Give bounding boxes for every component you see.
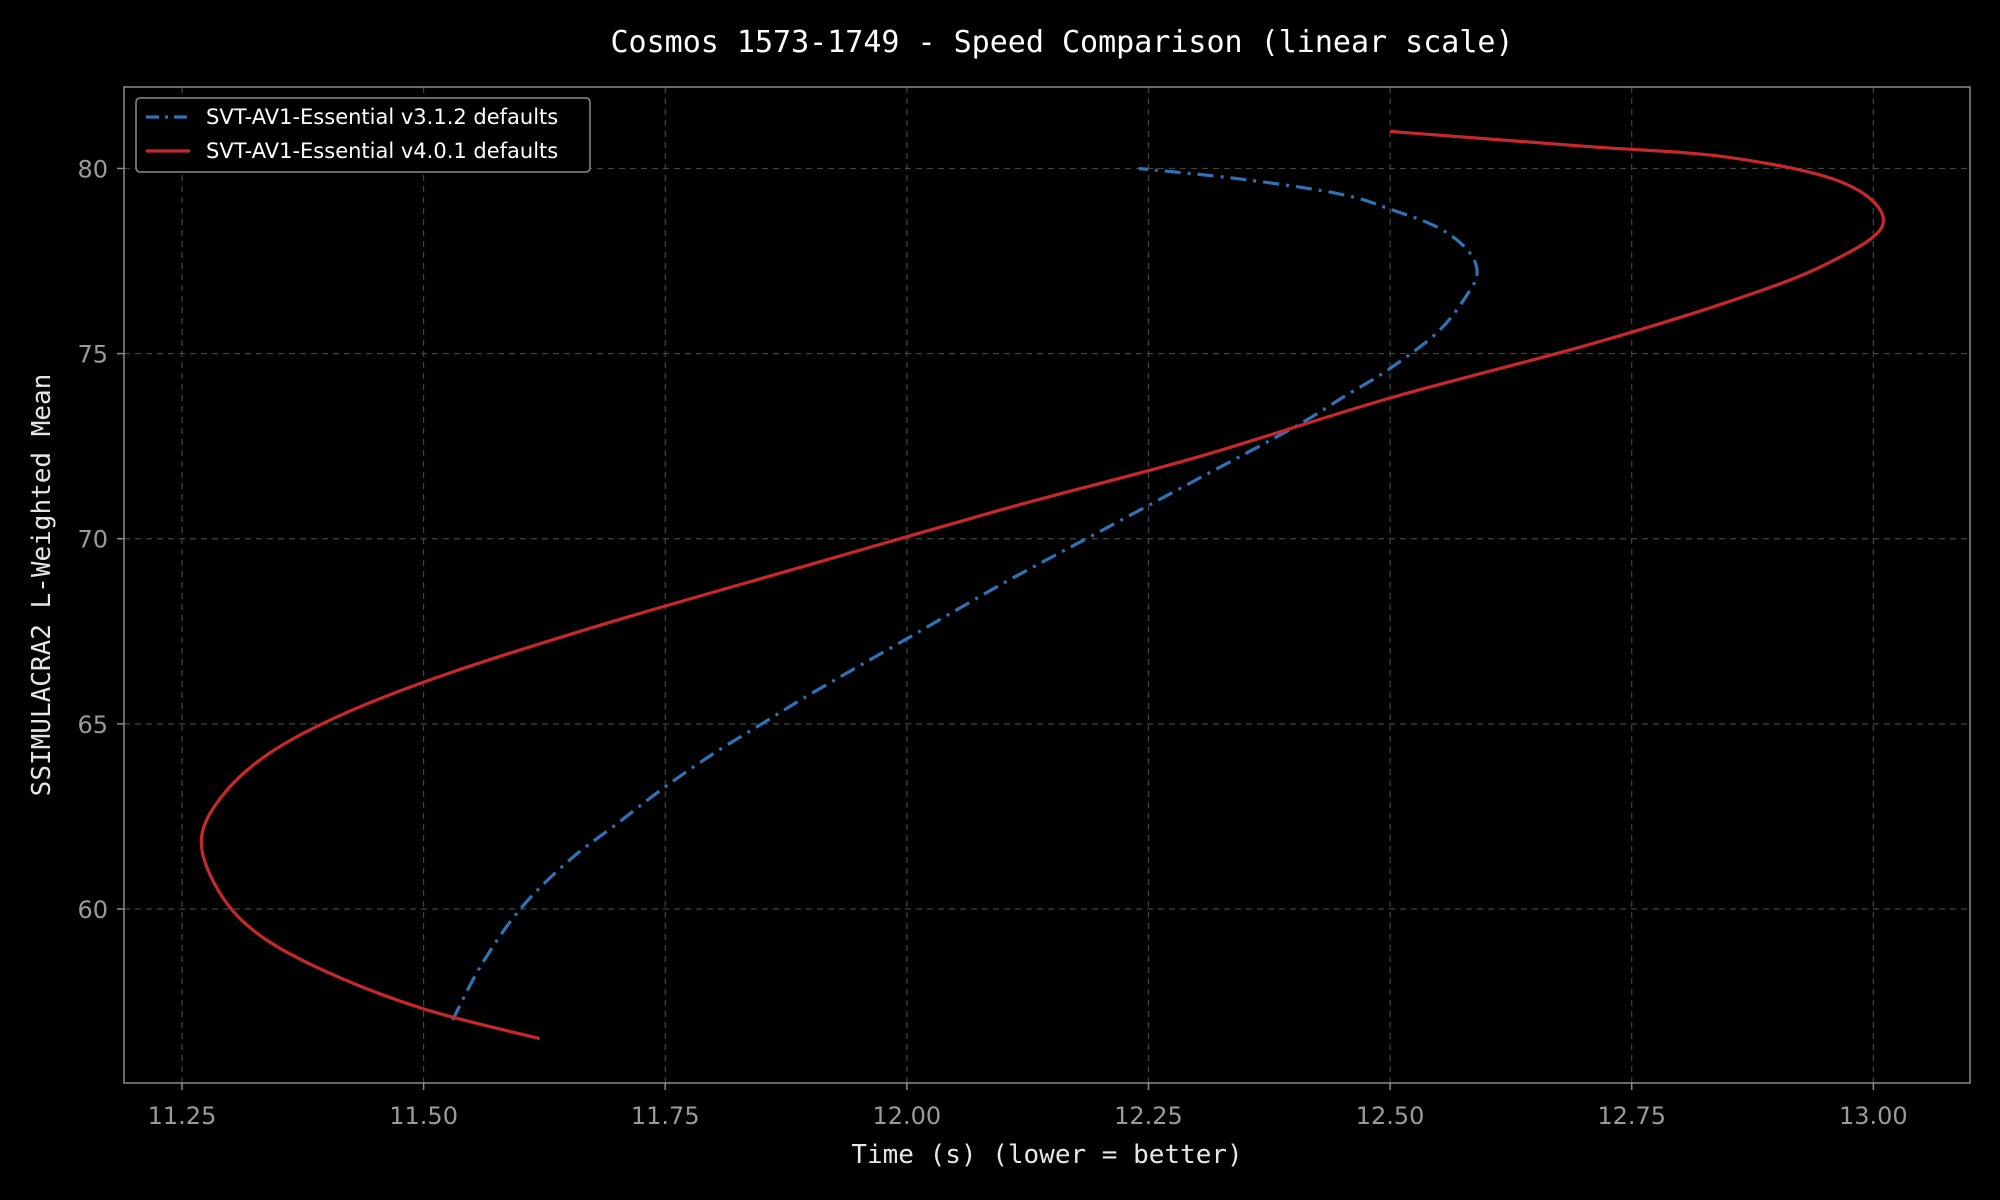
y-tick-label: 80 bbox=[77, 155, 108, 183]
x-tick-label: 11.75 bbox=[631, 1102, 700, 1130]
x-tick-label: 12.50 bbox=[1356, 1102, 1425, 1130]
axis-ticks: 11.25 11.50 11.75 12.00 12.25 12.50 12.75 13.00… bbox=[77, 155, 1907, 1130]
grid-lines bbox=[124, 87, 1970, 1083]
x-tick-label: 12.25 bbox=[1114, 1102, 1183, 1130]
chart-title: Cosmos 1573-1749 - Speed Comparison (lin… bbox=[610, 25, 1513, 60]
series-lines bbox=[199, 129, 1885, 1041]
x-tick-label: 12.00 bbox=[872, 1102, 941, 1130]
y-tick-label: 65 bbox=[77, 711, 108, 739]
y-axis-label: SSIMULACRA2 L-Weighted Mean bbox=[27, 374, 57, 797]
series-line-1 bbox=[451, 166, 1479, 1021]
y-tick-label: 70 bbox=[77, 526, 108, 554]
x-tick-label: 12.75 bbox=[1597, 1102, 1666, 1130]
x-axis-label: Time (s) (lower = better) bbox=[851, 1140, 1242, 1170]
series-line-2 bbox=[199, 129, 1885, 1041]
y-tick-label: 60 bbox=[77, 896, 108, 924]
x-tick-label: 11.25 bbox=[148, 1102, 217, 1130]
legend-label-2: SVT-AV1-Essential v4.0.1 defaults bbox=[206, 139, 558, 163]
legend-label-1: SVT-AV1-Essential v3.1.2 defaults bbox=[206, 105, 558, 129]
plot-frame bbox=[123, 86, 1971, 1084]
y-tick-label: 75 bbox=[77, 341, 108, 369]
legend: SVT-AV1-Essential v3.1.2 defaults SVT-AV1… bbox=[135, 97, 591, 173]
x-tick-label: 11.50 bbox=[389, 1102, 458, 1130]
legend-box bbox=[135, 97, 591, 173]
x-tick-label: 13.00 bbox=[1839, 1102, 1908, 1130]
